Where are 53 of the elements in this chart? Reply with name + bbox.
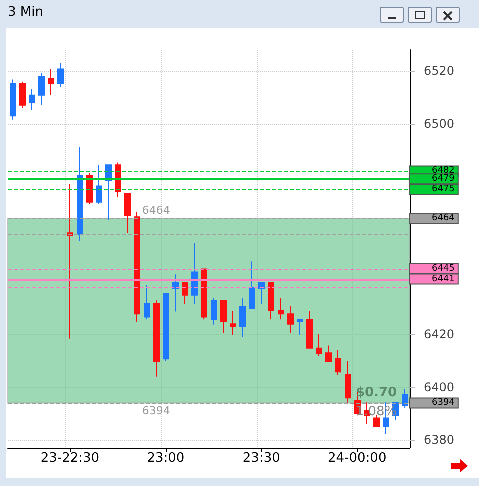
chart-title: 3 Min [8,5,44,20]
candlestick [57,62,64,88]
candlestick [67,184,73,340]
ref-line-label: 6479 [432,174,456,184]
candlestick [201,268,207,320]
y-tick-label: 6400 [424,380,455,394]
candlestick [335,350,341,376]
candlestick [230,310,236,336]
y-tick-label: 6520 [424,64,455,78]
ref-line-label: 6394 [432,398,456,408]
annotation: 6464 [142,204,170,218]
candlestick [220,300,227,334]
y-tick-label: 6380 [424,433,455,448]
candlestick [258,282,265,305]
candlestick [211,298,217,326]
x-tick-label: 23-22:30 [40,451,100,466]
y-tick-label: 6420 [424,328,455,342]
candlestick [402,388,408,408]
ref-line-label: 6464 [432,214,456,224]
candlestick [172,274,179,312]
x-tick-label: 23:30 [242,451,280,466]
ref-line-label: 6441 [432,274,455,284]
candlestick [29,89,35,111]
candlestick [306,310,313,349]
annotation: 6394 [142,404,170,418]
candlestick [191,242,198,305]
candlestick [38,72,45,106]
candlestick [345,360,351,404]
candlestick [182,282,188,305]
candlestick [278,298,284,320]
ref-line-label: 6475 [432,184,455,195]
candlestick [325,345,332,362]
candlestick [96,164,102,205]
x-tick-label: 23:00 [147,451,185,466]
candlestick [163,293,169,362]
x-tick-label: 24-00:00 [328,451,387,466]
candlestick [77,146,83,242]
candlestick [239,298,246,338]
y-tick-label: 6500 [424,116,455,131]
candlestick [134,212,140,323]
candlestick [124,193,131,234]
candlestick [48,68,54,96]
candlestick [297,319,303,336]
candlestick [10,79,16,120]
candlestick [249,261,255,310]
candlestick [144,284,150,320]
candlestick [316,334,322,358]
ref-line-label: 6445 [432,264,455,274]
candlestick [268,282,274,320]
candlestick [86,172,93,205]
candlestick [153,300,160,378]
candlestick [19,81,26,110]
candlestick [287,306,294,334]
